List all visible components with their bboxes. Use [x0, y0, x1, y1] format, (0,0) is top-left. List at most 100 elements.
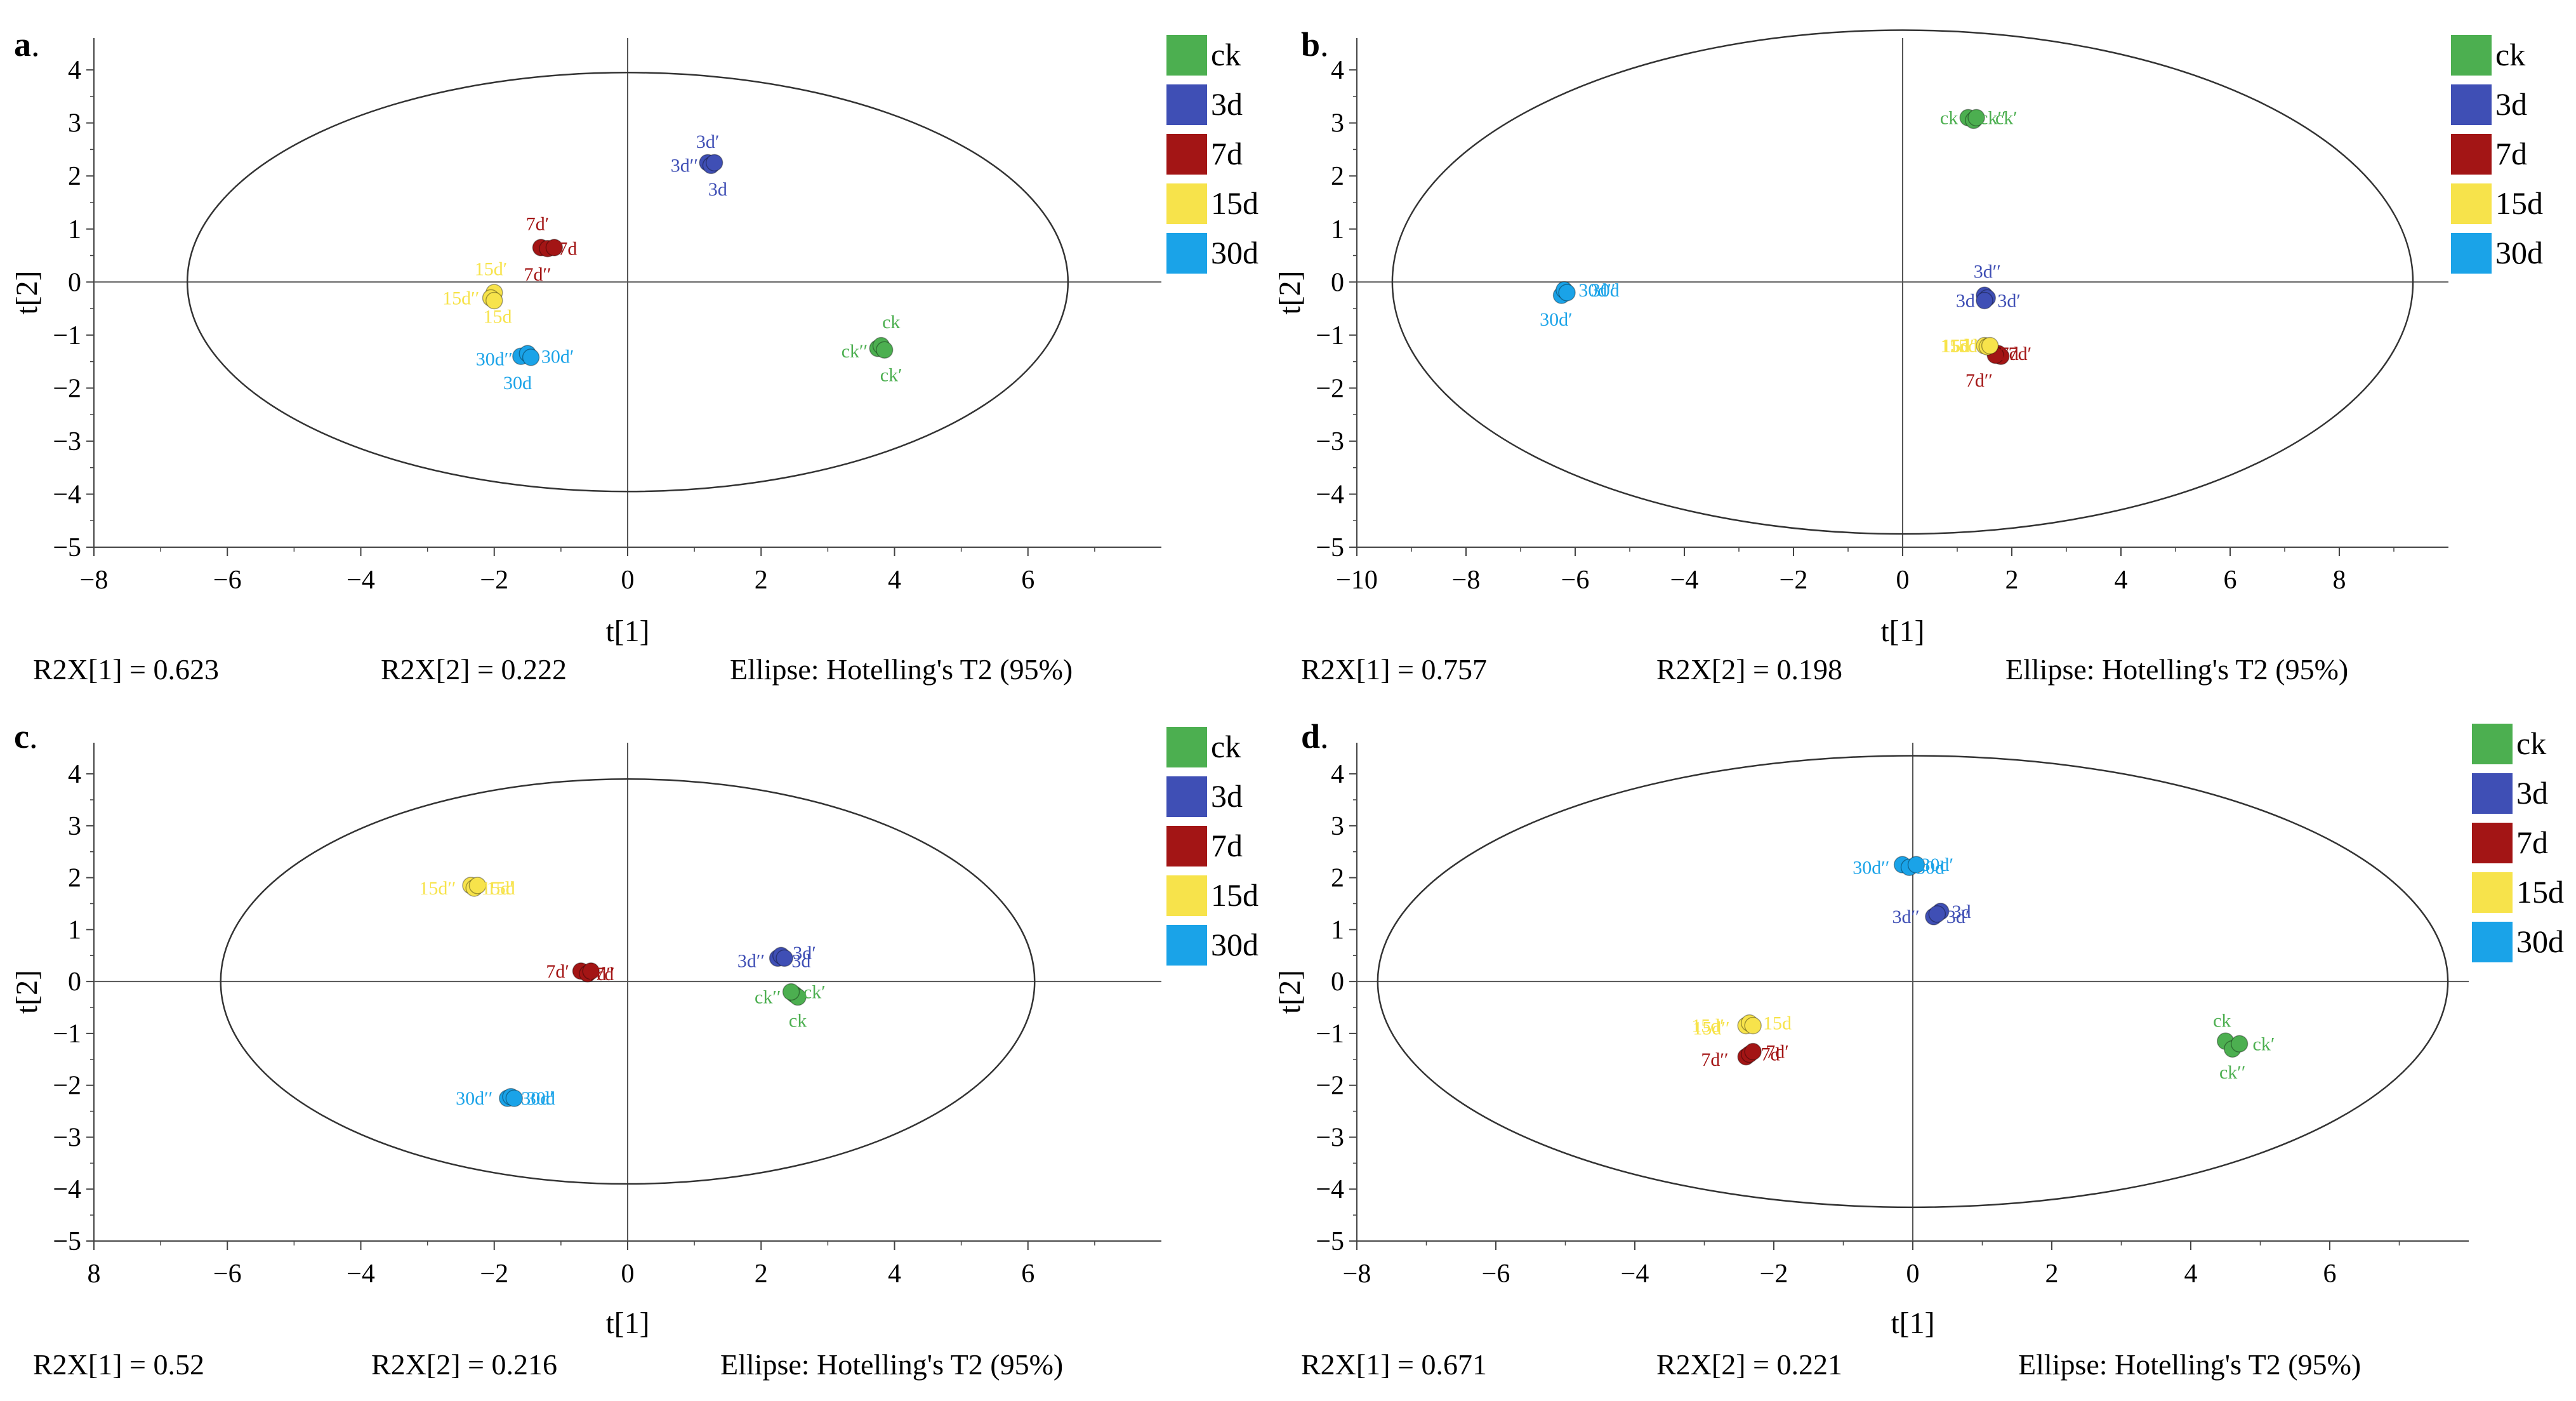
- point-label: 3d′′: [737, 950, 765, 971]
- point-label: 7d: [595, 964, 614, 985]
- r2x2-stat: R2X[2] = 0.221: [1656, 1348, 1842, 1381]
- legend-label: 30d: [2516, 924, 2564, 959]
- x-tick-label: 2: [2045, 1259, 2059, 1289]
- legend-label: 7d: [1211, 136, 1243, 171]
- y-axis-label: t[2]: [1273, 970, 1307, 1014]
- r2x1-stat: R2X[1] = 0.757: [1301, 653, 1487, 686]
- legend-swatch: [2451, 134, 2492, 175]
- y-tick-label: 4: [68, 56, 81, 85]
- data-point-3d: [1976, 291, 1993, 310]
- data-point-3d: [1928, 905, 1946, 923]
- y-tick-label: −3: [53, 1123, 81, 1152]
- x-tick-label: −2: [480, 566, 508, 595]
- data-point-30d: [1907, 856, 1925, 873]
- hotelling-ellipse: [220, 778, 1036, 1185]
- data-point-ck: [2230, 1035, 2249, 1053]
- x-tick-label: 2: [2005, 566, 2019, 595]
- point-label: 15d: [1763, 1013, 1792, 1034]
- legend-swatch: [1166, 727, 1207, 767]
- ellipse-note: Ellipse: Hotelling's T2 (95%): [730, 653, 1073, 686]
- y-tick-label: −2: [53, 1072, 81, 1101]
- r2x2-stat: R2X[2] = 0.216: [371, 1348, 557, 1381]
- r2x1-stat: R2X[1] = 0.671: [1301, 1348, 1487, 1381]
- r2x2-stat: R2X[2] = 0.198: [1656, 653, 1842, 686]
- y-tick-label: −3: [53, 427, 81, 456]
- point-label: 30d′: [541, 346, 574, 367]
- panel-label-letter: b: [1301, 25, 1320, 63]
- y-tick-label: −3: [1316, 1123, 1344, 1152]
- panel-label: c.: [14, 717, 37, 755]
- point-label: 30d′: [1921, 854, 1954, 875]
- y-tick-label: 4: [68, 760, 81, 789]
- data-point-7d: [545, 239, 564, 256]
- x-tick-label: −4: [347, 1259, 375, 1289]
- x-tick-label: −8: [80, 566, 109, 595]
- data-point-ck: [782, 983, 800, 1001]
- legend-swatch: [1166, 925, 1207, 966]
- legend-swatch: [2472, 724, 2513, 764]
- point-label: 7d′′: [587, 964, 614, 985]
- point-label: 3d: [1956, 291, 1975, 312]
- point-label: 30d: [527, 1088, 555, 1109]
- legend-label: 3d: [1211, 778, 1243, 814]
- panel-label-letter: d: [1301, 717, 1320, 755]
- y-tick-label: −4: [53, 480, 81, 509]
- panel-label-letter: a: [14, 25, 31, 63]
- point-label: ck′′: [2219, 1062, 2245, 1083]
- y-tick-label: −2: [1316, 1072, 1344, 1101]
- y-tick-label: −4: [53, 1175, 81, 1204]
- x-tick-label: −10: [1336, 566, 1378, 595]
- point-label: 3d′′: [671, 156, 698, 176]
- y-tick-label: −2: [1316, 374, 1344, 403]
- point-label: 30d: [1591, 280, 1620, 301]
- legend-label: ck: [2516, 726, 2546, 761]
- point-label: 7d′: [2009, 343, 2032, 364]
- r2x2-stat: R2X[2] = 0.222: [381, 653, 567, 686]
- x-tick-label: 8: [88, 1259, 101, 1289]
- x-tick-label: −4: [1670, 566, 1699, 595]
- x-tick-label: 4: [2115, 566, 2128, 595]
- legend-swatch: [1166, 233, 1207, 274]
- point-label: 7d′′: [524, 264, 552, 285]
- x-tick-label: −6: [213, 566, 242, 595]
- point-label: 7d: [2000, 343, 2019, 364]
- data-point-7d: [582, 962, 600, 980]
- data-point-15d: [1981, 336, 1999, 355]
- legend-swatch: [1166, 35, 1207, 76]
- y-tick-label: 1: [1331, 915, 1344, 945]
- y-tick-label: 2: [68, 864, 81, 893]
- y-tick-label: −5: [1316, 1227, 1344, 1256]
- x-tick-label: −6: [1482, 1259, 1510, 1289]
- point-label: ck′: [880, 364, 902, 385]
- point-label: 3d′′: [1974, 262, 2001, 282]
- legend-label: 30d: [1211, 927, 1258, 962]
- point-label: 7d′: [1766, 1042, 1789, 1063]
- point-label: ck′′: [1979, 107, 2005, 128]
- legend-swatch: [1166, 134, 1207, 175]
- point-label: 7d: [558, 239, 577, 260]
- point-label: 7d′′: [1965, 370, 1993, 391]
- point-label: ck′′: [842, 341, 868, 362]
- x-tick-label: 6: [2323, 1259, 2337, 1289]
- y-tick-label: −4: [1316, 1175, 1344, 1204]
- point-label: 30d′′: [476, 349, 513, 369]
- legend-swatch: [1166, 875, 1207, 916]
- data-point-15d: [468, 877, 487, 894]
- y-tick-label: 0: [68, 967, 81, 997]
- hotelling-ellipse: [1377, 755, 2449, 1209]
- data-point-15d: [1744, 1016, 1762, 1035]
- point-label: 3d′: [696, 131, 720, 152]
- r2x1-stat: R2X[1] = 0.52: [33, 1348, 204, 1381]
- data-point-15d: [485, 291, 503, 310]
- legend-label: 3d: [2495, 86, 2527, 122]
- point-label: 15d′′: [1693, 1018, 1729, 1039]
- legend-swatch: [2472, 922, 2513, 962]
- legend-label: ck: [1211, 729, 1241, 764]
- x-axis-label: t[1]: [605, 1306, 649, 1340]
- x-tick-label: 8: [2333, 566, 2346, 595]
- point-label: 30d′′: [1853, 857, 1889, 878]
- x-tick-label: 4: [2184, 1259, 2198, 1289]
- y-tick-label: −1: [1316, 1019, 1344, 1049]
